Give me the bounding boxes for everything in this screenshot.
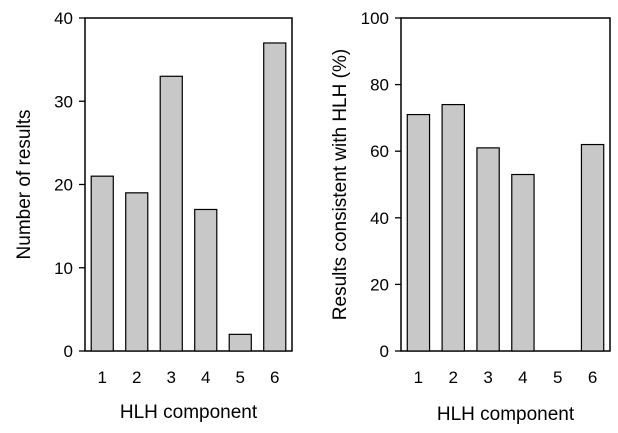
x-tick-label: 5 — [553, 368, 562, 387]
y-tick-label: 80 — [370, 76, 389, 95]
y-axis-title: Number of results — [14, 110, 35, 260]
y-tick-label: 30 — [54, 92, 73, 111]
y-tick-label: 20 — [54, 176, 73, 195]
y-tick-label: 60 — [370, 142, 389, 161]
bar-3 — [159, 75, 183, 352]
x-tick-label: 2 — [449, 368, 458, 387]
bar-5 — [228, 333, 252, 352]
chart-number-of-results: 0 10 20 30 40 1 2 3 4 5 6 HLH component Number of… — [14, 9, 293, 423]
plot-frame — [84, 17, 293, 352]
bar-1 — [406, 113, 431, 352]
bar-4 — [194, 208, 218, 352]
bar-2 — [125, 192, 149, 352]
y-tick-label: 0 — [380, 342, 389, 361]
y-tick-label: 40 — [54, 9, 73, 28]
bar-6 — [580, 143, 605, 352]
x-axis-title: HLH component — [120, 402, 258, 423]
bar-1 — [90, 175, 114, 352]
y-tick-label: 100 — [361, 9, 389, 28]
y-axis-title: Results consistent with HLH (%) — [330, 49, 351, 320]
x-tick-label: 6 — [588, 368, 597, 387]
bar-6 — [263, 42, 287, 352]
x-tick-label: 6 — [270, 368, 279, 387]
x-axis-title: HLH component — [437, 404, 575, 425]
x-tick-label: 1 — [414, 368, 423, 387]
x-tick-label: 5 — [236, 368, 245, 387]
x-tick-label: 3 — [167, 368, 176, 387]
bar-3 — [476, 147, 500, 352]
y-tick-label: 10 — [54, 259, 73, 278]
x-tick-label: 4 — [201, 368, 210, 387]
x-tick-label: 2 — [132, 368, 141, 387]
x-tick-label: 1 — [98, 368, 107, 387]
y-tick-label: 20 — [370, 275, 389, 294]
plot-frame — [400, 17, 611, 352]
y-tick-label: 40 — [370, 209, 389, 228]
x-tick-label: 3 — [483, 368, 492, 387]
chart-results-consistent: 0 20 40 60 80 100 1 2 3 4 5 6 HLH component Result… — [330, 9, 611, 425]
bar-2 — [441, 103, 465, 352]
y-tick-label: 0 — [64, 342, 73, 361]
bar-4 — [511, 173, 535, 352]
x-tick-label: 4 — [518, 368, 527, 387]
